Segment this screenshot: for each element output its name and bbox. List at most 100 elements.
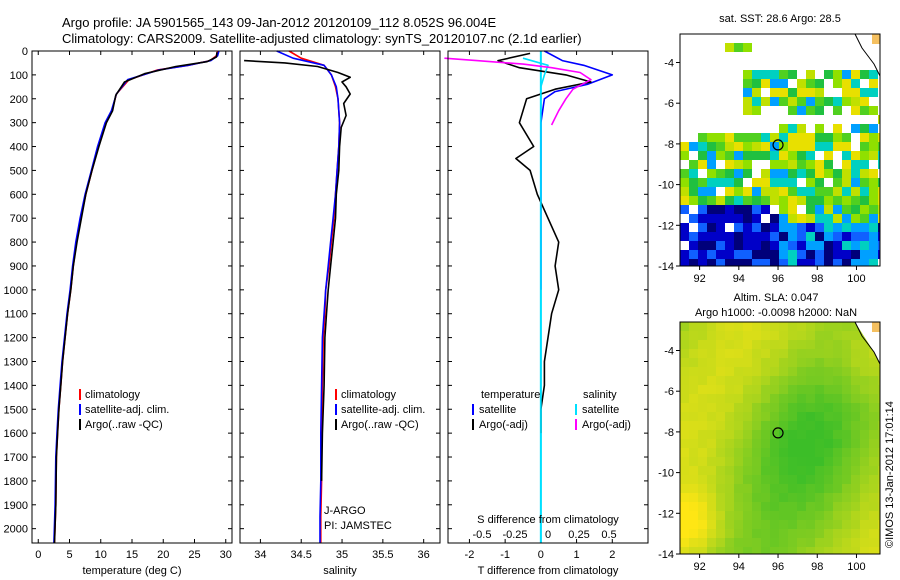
lat-tick-label: -4 bbox=[664, 345, 674, 357]
depth-tick-label: 100 bbox=[10, 70, 28, 82]
depth-tick-label: 900 bbox=[10, 261, 28, 273]
x-axis-label: temperature (deg C) bbox=[82, 565, 181, 577]
x-tick-label: 35.5 bbox=[372, 549, 393, 561]
lat-tick-label: -14 bbox=[658, 549, 674, 561]
lat-tick-label: -8 bbox=[664, 427, 674, 439]
coastline-shape bbox=[872, 34, 880, 44]
x2-tick-label: -0.5 bbox=[473, 529, 492, 541]
plot-frame bbox=[239, 50, 441, 544]
x-tick-label: 35 bbox=[336, 549, 348, 561]
x-tick-label: 20 bbox=[157, 549, 169, 561]
x-tick-label: 1 bbox=[574, 549, 580, 561]
x2-tick-label: -0.25 bbox=[502, 529, 527, 541]
lon-tick-label: 98 bbox=[811, 273, 823, 285]
x-tick-label: 25 bbox=[188, 549, 200, 561]
plot-frame bbox=[447, 50, 649, 544]
legend-entry: salinity bbox=[583, 389, 617, 401]
depth-tick-label: 2000 bbox=[4, 524, 28, 536]
legend-entry: satellite-adj. clim. bbox=[341, 404, 425, 416]
profile-panel-salinity-profile: 34 34.5 35 35.5 36 salinity climatology satelli… bbox=[239, 50, 441, 577]
x-tick-label: 5 bbox=[66, 549, 72, 561]
x2-axis-label: S difference from climatology bbox=[477, 514, 619, 526]
float-position-marker bbox=[772, 427, 784, 439]
legend-entry: satellite-adj. clim. bbox=[85, 404, 169, 416]
profile-panel-temperature-profile: 0 5 10 15 20 25 30 temperature (deg C) climatolo… bbox=[31, 50, 233, 577]
legend-entry: climatology bbox=[85, 389, 141, 401]
coastline-shape bbox=[854, 321, 881, 365]
depth-tick-label: 1000 bbox=[4, 285, 28, 297]
series-line-2-3 bbox=[444, 57, 592, 126]
x-tick-label: 2 bbox=[609, 549, 615, 561]
lat-tick-label: -4 bbox=[664, 57, 674, 69]
depth-tick-label: 800 bbox=[10, 237, 28, 249]
series-line-0-0 bbox=[53, 50, 219, 544]
annotation-jargo: J-ARGO bbox=[324, 505, 366, 517]
series-line-0-1 bbox=[53, 50, 220, 544]
series-line-1-1 bbox=[276, 50, 341, 543]
lon-tick-label: 98 bbox=[811, 561, 823, 573]
legend-entry: Argo(..raw -QC) bbox=[341, 419, 419, 431]
series-line-0-2 bbox=[53, 52, 218, 544]
x-tick-label: 36 bbox=[418, 549, 430, 561]
plot-frame bbox=[31, 50, 233, 544]
map-frame bbox=[679, 321, 881, 555]
x-tick-label: -2 bbox=[465, 549, 475, 561]
profile-panel-difference-profile: -2 -1 0 1 2 T difference from climatology temp… bbox=[444, 50, 649, 577]
lat-tick-label: -6 bbox=[664, 386, 674, 398]
depth-tick-label: 1200 bbox=[4, 333, 28, 345]
lat-tick-label: -6 bbox=[664, 98, 674, 110]
lat-tick-label: -12 bbox=[658, 508, 674, 520]
series-line-1-0 bbox=[288, 50, 341, 543]
lat-tick-label: -8 bbox=[664, 139, 674, 151]
map-title-line1: Altim. SLA: 0.047 bbox=[734, 292, 819, 304]
depth-tick-label: 1100 bbox=[4, 309, 28, 321]
legend-entry: Argo(-adj) bbox=[582, 419, 631, 431]
legend-entry: Argo(-adj) bbox=[479, 419, 528, 431]
side-stamp: ©IMOS 13-Jan-2012 17:01:14 bbox=[884, 401, 896, 548]
x2-tick-label: 0.25 bbox=[568, 529, 589, 541]
float-position-marker bbox=[772, 139, 784, 151]
depth-tick-label: 1900 bbox=[4, 500, 28, 512]
series-line-2-2 bbox=[522, 57, 549, 543]
map-sla-map: 92 94 96 98 100 -4 -6 -8 -10 -12 -14 Altim. SLA: 0.… bbox=[658, 292, 881, 573]
map-title: sat. SST: 28.6 Argo: 28.5 bbox=[719, 13, 841, 25]
legend-entry: Argo(..raw -QC) bbox=[85, 419, 163, 431]
lat-tick-label: -14 bbox=[658, 261, 674, 273]
lon-tick-label: 100 bbox=[847, 273, 865, 285]
depth-tick-label: 0 bbox=[22, 46, 28, 58]
x-tick-label: 0 bbox=[35, 549, 41, 561]
x-axis-label: T difference from climatology bbox=[478, 565, 619, 577]
coastline-shape bbox=[855, 34, 880, 76]
annotation-pi: PI: JAMSTEC bbox=[324, 520, 392, 532]
x-tick-label: 34.5 bbox=[291, 549, 312, 561]
series-line-1-2 bbox=[244, 59, 352, 481]
lon-tick-label: 94 bbox=[733, 273, 745, 285]
depth-tick-label: 1800 bbox=[4, 476, 28, 488]
depth-tick-label: 700 bbox=[10, 213, 28, 225]
coastline-shape bbox=[854, 33, 881, 77]
x-tick-label: -1 bbox=[500, 549, 510, 561]
legend-entry: satellite bbox=[582, 404, 619, 416]
legend-entry: satellite bbox=[479, 404, 516, 416]
depth-tick-label: 1400 bbox=[4, 380, 28, 392]
depth-tick-label: 1700 bbox=[4, 452, 28, 464]
legend-entry: temperature bbox=[481, 389, 540, 401]
coastline-shape bbox=[855, 322, 880, 364]
legend-entry: climatology bbox=[341, 389, 397, 401]
x-tick-label: 15 bbox=[126, 549, 138, 561]
lat-tick-label: -10 bbox=[658, 180, 674, 192]
lon-tick-label: 92 bbox=[693, 561, 705, 573]
map-frame bbox=[679, 33, 881, 267]
lon-tick-label: 100 bbox=[847, 561, 865, 573]
depth-tick-label: 1500 bbox=[4, 404, 28, 416]
title-line2: Climatology: CARS2009. Satellite-adjuste… bbox=[62, 31, 582, 46]
depth-tick-label: 1600 bbox=[4, 428, 28, 440]
lon-tick-label: 92 bbox=[693, 273, 705, 285]
x2-tick-label: 0 bbox=[545, 529, 551, 541]
depth-tick-label: 400 bbox=[10, 142, 28, 154]
series-line-2-1 bbox=[497, 52, 592, 434]
map-title-line2: Argo h1000: -0.0098 h2000: NaN bbox=[695, 307, 857, 319]
depth-tick-label: 600 bbox=[10, 189, 28, 201]
lon-tick-label: 94 bbox=[733, 561, 745, 573]
map-sst-map: 92 94 96 98 100 -4 -6 -8 -10 -12 -14 sat. SST: 28.6… bbox=[658, 13, 881, 285]
